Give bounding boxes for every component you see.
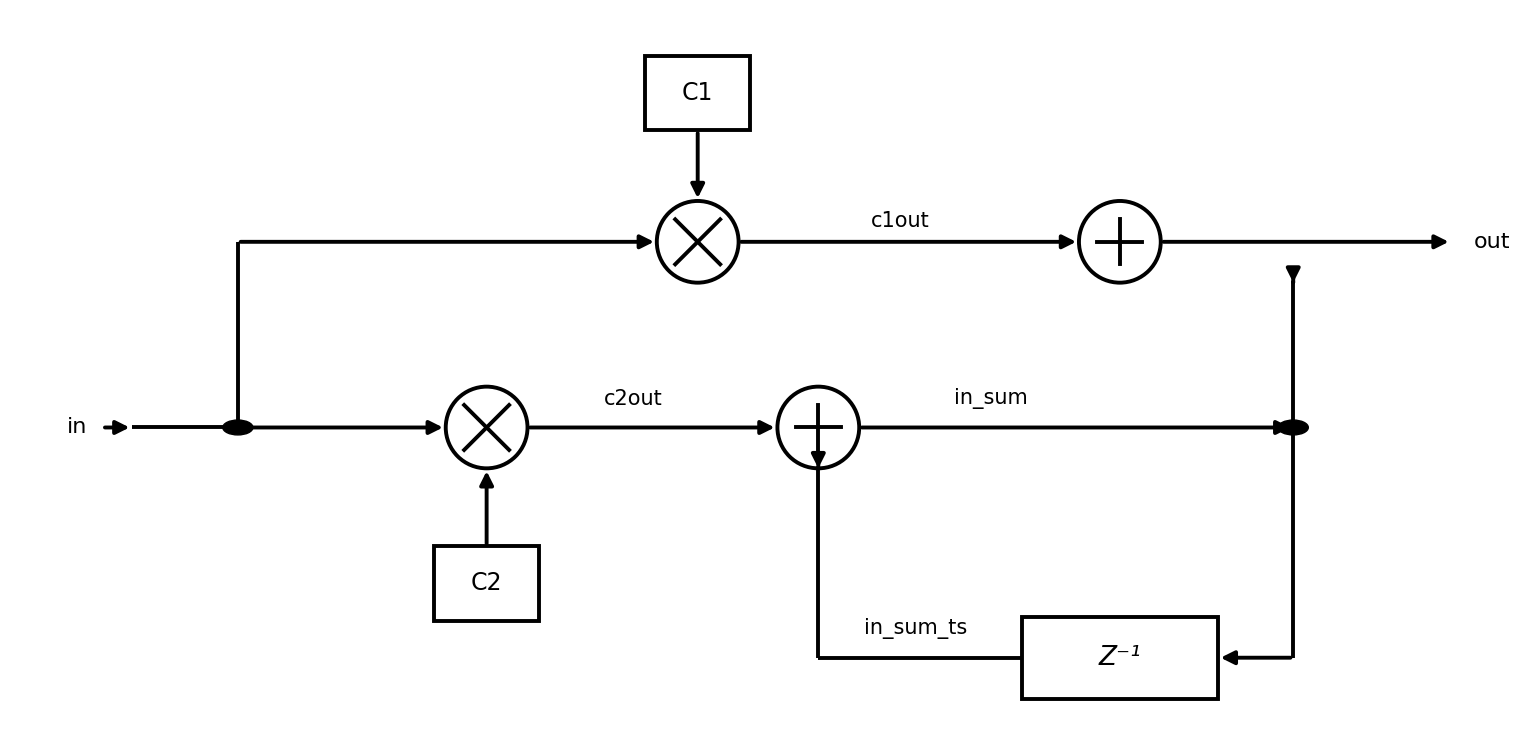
Text: out: out [1474, 232, 1511, 252]
Text: in: in [67, 418, 87, 438]
Text: C1: C1 [682, 81, 713, 105]
Bar [644, 56, 751, 131]
Text: in_sum_ts: in_sum_ts [864, 618, 967, 639]
Circle shape [222, 420, 253, 435]
Text: Z⁻¹: Z⁻¹ [1098, 644, 1141, 671]
Bar [434, 546, 539, 620]
Text: c1out: c1out [871, 211, 931, 231]
Bar [1022, 617, 1218, 698]
Text: C2: C2 [471, 572, 503, 596]
Text: c2out: c2out [605, 389, 663, 409]
Circle shape [1278, 420, 1308, 435]
Text: in_sum: in_sum [953, 388, 1028, 409]
